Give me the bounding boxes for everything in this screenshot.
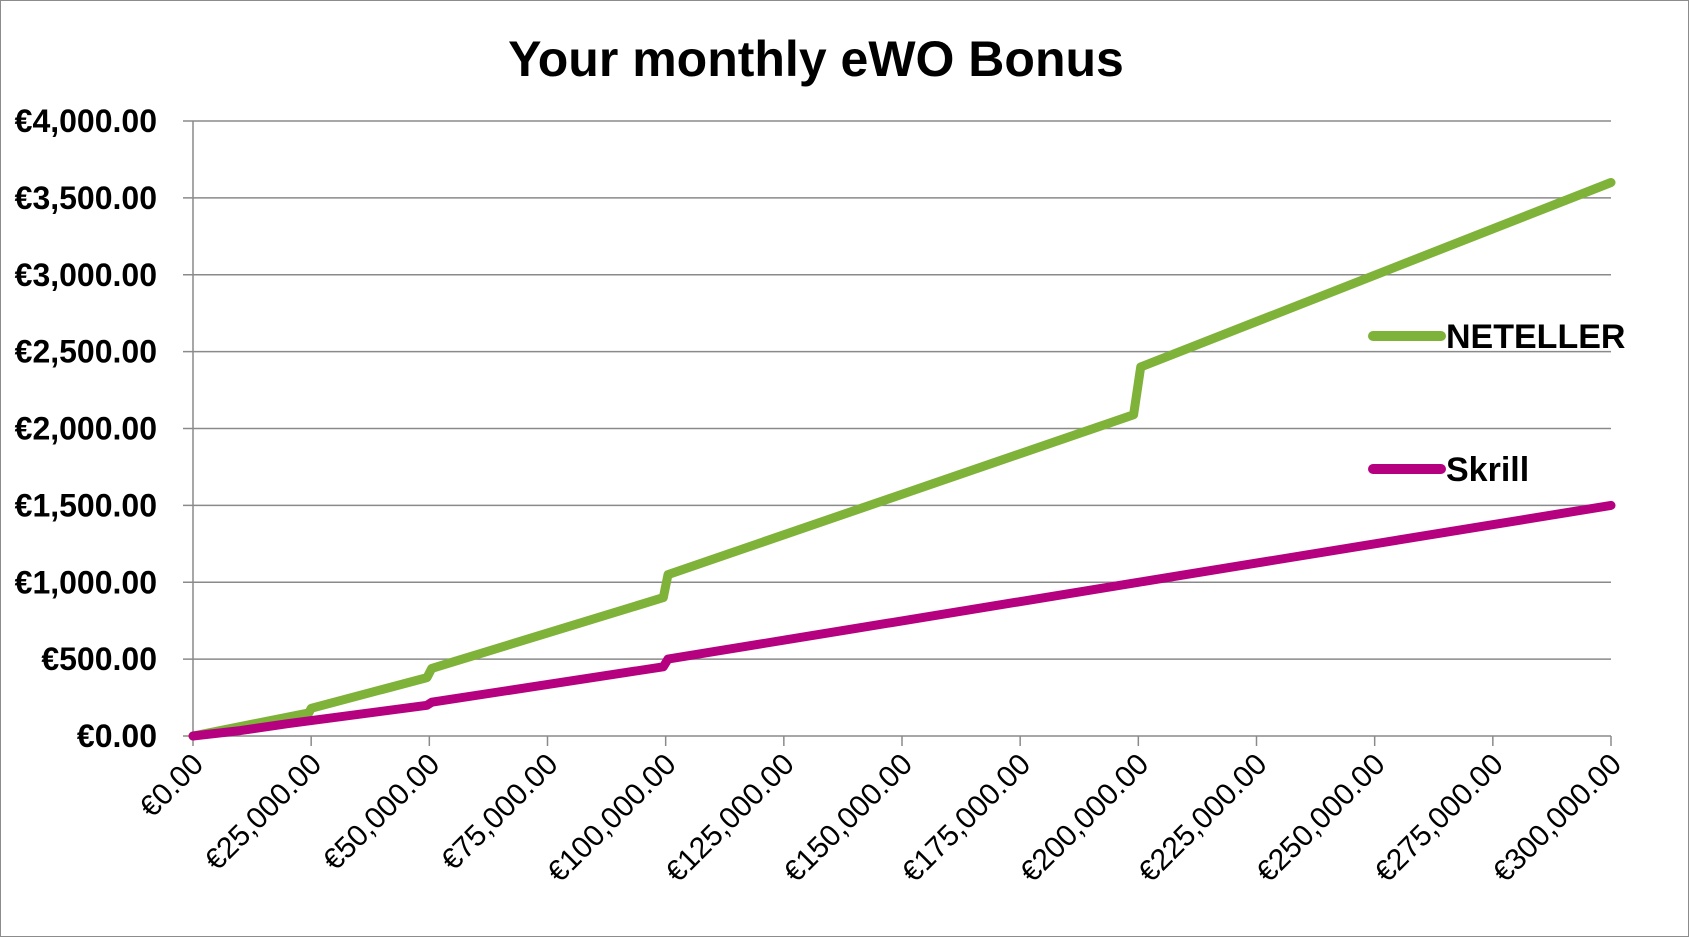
x-tick-label: €25,000.00 — [199, 748, 329, 878]
x-tick-label: €50,000.00 — [317, 748, 447, 878]
x-tick-label: €75,000.00 — [435, 748, 565, 878]
chart-title: Your monthly eWO Bonus — [508, 31, 1124, 87]
legend: NETELLER Skrill — [1368, 318, 1625, 489]
y-tick-label: €1,500.00 — [15, 487, 157, 523]
y-tick-label: €3,000.00 — [15, 257, 157, 293]
y-tick-label: €0.00 — [77, 718, 157, 754]
y-tick-label: €3,500.00 — [15, 180, 157, 216]
series-lines — [188, 178, 1616, 741]
x-tick-label: €300,000.00 — [1487, 748, 1628, 889]
series-line-skrill — [188, 500, 1616, 741]
legend-label-neteller: NETELLER — [1446, 318, 1625, 356]
x-tick-label: €0.00 — [134, 748, 210, 824]
y-tick-label: €1,000.00 — [15, 564, 157, 600]
y-tick-label: €500.00 — [41, 641, 157, 677]
y-tick-label: €4,000.00 — [15, 103, 157, 139]
y-tick-label: €2,500.00 — [15, 334, 157, 370]
series-line-neteller — [188, 178, 1616, 741]
grid-lines — [183, 120, 1612, 746]
y-tick-label: €2,000.00 — [15, 411, 157, 447]
legend-label-skrill: Skrill — [1446, 451, 1529, 489]
x-axis-ticks: €0.00€25,000.00€50,000.00€75,000.00€100,… — [134, 748, 1628, 889]
y-axis-ticks: €0.00 €500.00 €1,000.00 €1,500.00 €2,000.00 €… — [15, 103, 157, 754]
